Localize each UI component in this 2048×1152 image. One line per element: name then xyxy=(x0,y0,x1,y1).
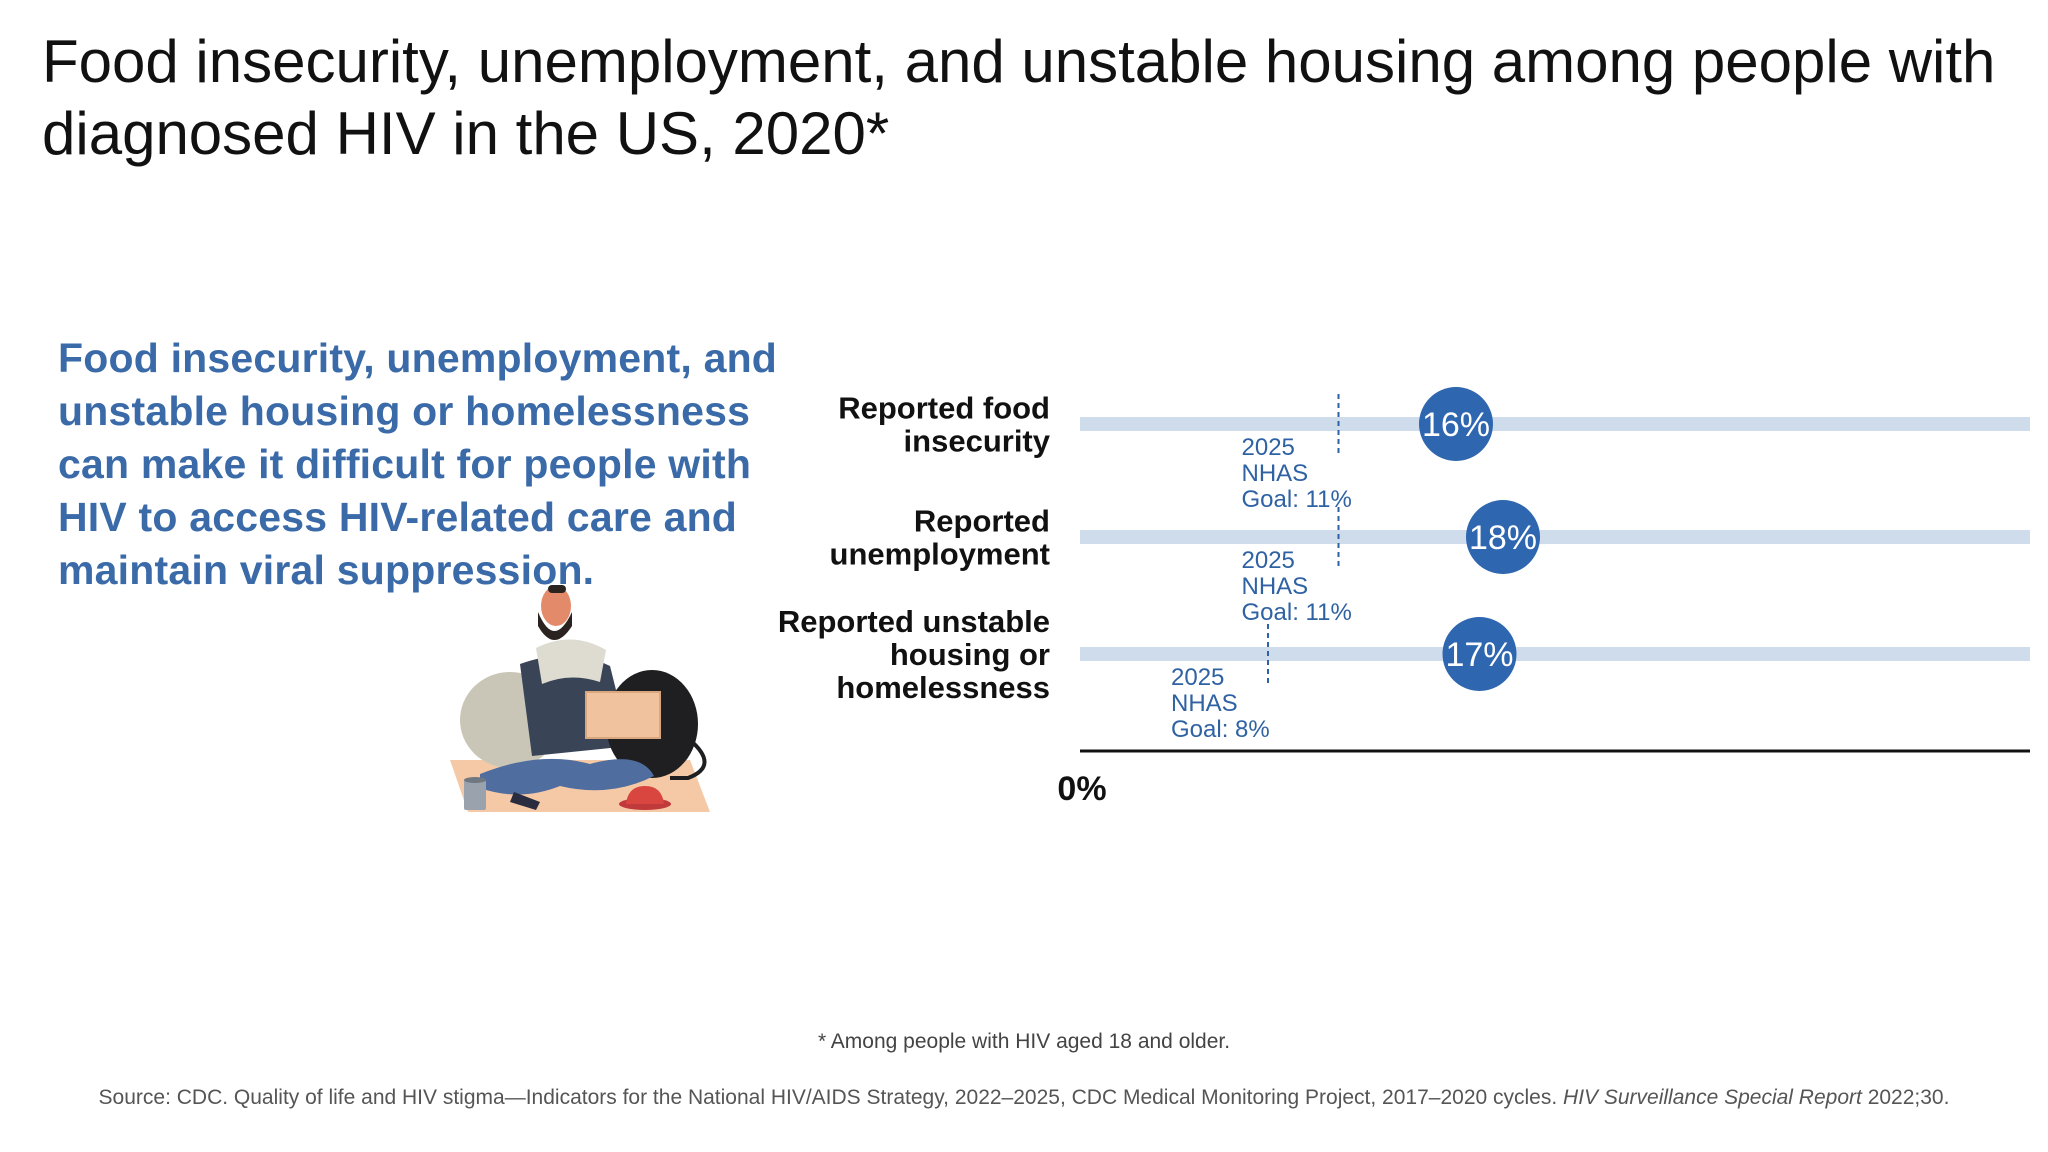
source-text: Source: CDC. Quality of life and HIV sti… xyxy=(98,1086,1558,1109)
track-bar xyxy=(1080,530,2030,544)
track-bar xyxy=(1080,417,2030,431)
goal-label-line: 2025 xyxy=(1242,434,1295,461)
category-label-line: Reported unstable xyxy=(778,604,1050,639)
category-label-line: homelessness xyxy=(836,670,1050,705)
value-marker xyxy=(1442,617,1517,691)
category-label-line: Reported food xyxy=(838,391,1050,426)
goal-label: 2025 NHAS Goal: 11% xyxy=(1242,547,1352,626)
goal-label-line: Goal: 8% xyxy=(1171,716,1270,743)
category-label-line: Reported xyxy=(914,504,1050,539)
x-tick-label: 0% xyxy=(1057,770,1106,808)
category-label-line: unemployment xyxy=(830,537,1050,572)
value-label: 16% xyxy=(1422,406,1490,444)
source-publication: HIV Surveillance Special Report xyxy=(1563,1086,1862,1109)
category-label-line: housing or xyxy=(890,637,1050,672)
goal-label-line: NHAS xyxy=(1242,573,1309,600)
goal-label-line: Goal: 11% xyxy=(1242,486,1352,513)
goal-label-line: 2025 xyxy=(1242,547,1295,574)
track-bar xyxy=(1080,647,2030,661)
source-citation-number: 2022;30. xyxy=(1867,1086,1950,1109)
goal-label-line: NHAS xyxy=(1171,690,1238,717)
goal-label-line: 2025 xyxy=(1171,664,1224,691)
value-marker xyxy=(1419,387,1493,461)
footnote: * Among people with HIV aged 18 and olde… xyxy=(817,1030,1231,1053)
lead-text: Food insecurity, unemployment, and unsta… xyxy=(58,335,778,593)
category-label-line: insecurity xyxy=(904,424,1051,459)
source-citation: Source: CDC. Quality of life and HIV sti… xyxy=(0,1086,2048,1110)
goal-label-line: NHAS xyxy=(1242,460,1309,487)
homeless-person-illustration xyxy=(450,585,710,812)
category-label: Reported food insecurity xyxy=(838,391,1051,459)
page-title: Food insecurity, unemployment, and unsta… xyxy=(42,28,1996,167)
value-label: 18% xyxy=(1469,519,1537,557)
category-label: Reported unemployment xyxy=(830,504,1050,572)
goal-label: 2025 NHAS Goal: 11% xyxy=(1242,434,1352,513)
category-label: Reported unstable housing or homelessness xyxy=(778,604,1050,705)
value-marker xyxy=(1466,500,1540,574)
goal-label-line: Goal: 11% xyxy=(1242,599,1352,626)
value-label: 17% xyxy=(1445,636,1513,674)
goal-label: 2025 NHAS Goal: 8% xyxy=(1171,664,1270,743)
